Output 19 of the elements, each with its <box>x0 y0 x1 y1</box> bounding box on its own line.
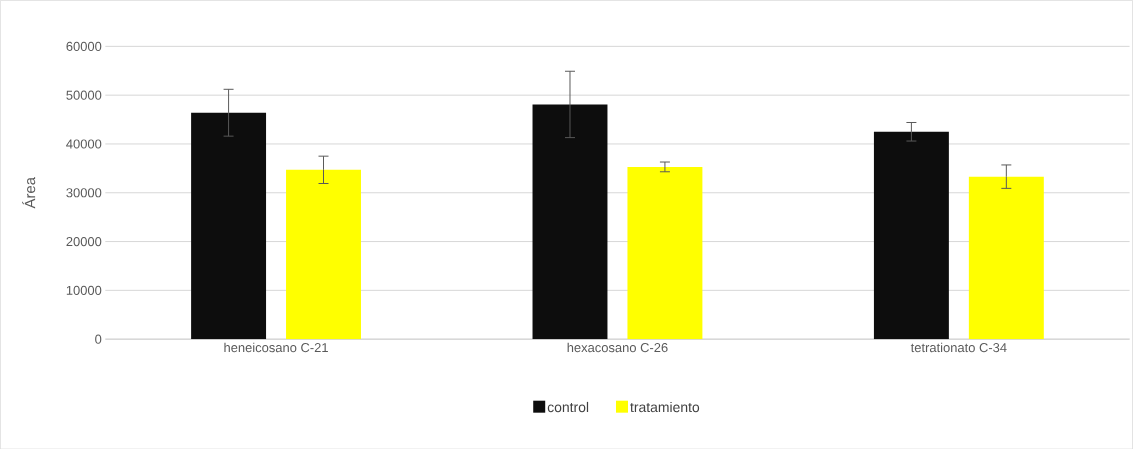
legend-label: control <box>547 401 589 412</box>
x-tick-label: tetrationato C-34 <box>910 342 1007 352</box>
y-tick-label: 0 <box>95 334 102 344</box>
y-tick-label: 40000 <box>66 139 102 149</box>
x-tick-label: hexacosano C-26 <box>567 342 668 352</box>
y-tick-label: 60000 <box>66 41 102 51</box>
y-tick-label: 50000 <box>66 90 102 100</box>
bar <box>286 169 361 339</box>
y-axis-title: Área <box>22 176 36 209</box>
y-tick-label: 20000 <box>66 236 102 246</box>
bar <box>627 166 703 339</box>
y-tick-label: 30000 <box>66 187 102 198</box>
bar <box>873 131 949 339</box>
legend-label: tratamiento <box>630 401 700 412</box>
bar <box>191 112 267 339</box>
bar <box>532 104 608 339</box>
y-tick-label: 10000 <box>66 285 102 295</box>
bar <box>968 176 1044 339</box>
x-tick-label: heneicosano C-21 <box>224 342 328 352</box>
